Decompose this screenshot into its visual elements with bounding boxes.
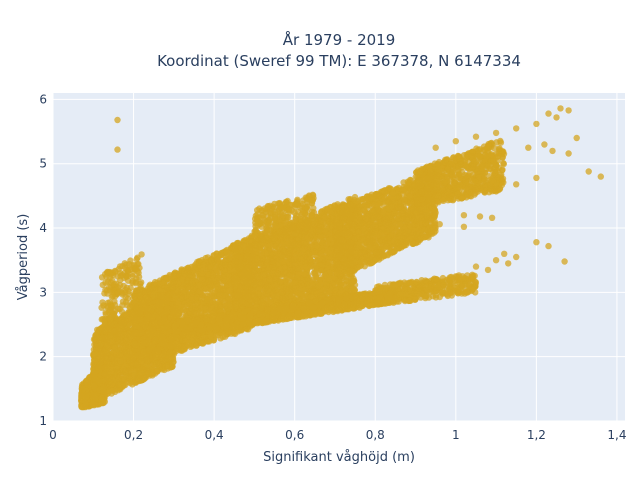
data-point <box>103 342 111 349</box>
data-point <box>202 305 210 312</box>
data-point <box>117 331 125 338</box>
data-point <box>184 341 192 349</box>
data-point <box>145 347 153 354</box>
data-point <box>122 353 130 360</box>
data-point <box>172 340 179 348</box>
data-point <box>200 261 207 268</box>
data-point <box>197 283 204 291</box>
data-point <box>90 351 98 358</box>
data-point <box>155 307 163 315</box>
data-point <box>220 274 227 281</box>
data-point <box>113 365 120 372</box>
data-point <box>162 341 169 348</box>
data-point <box>172 348 180 355</box>
data-point <box>197 337 205 344</box>
data-point <box>169 279 177 286</box>
data-point <box>144 296 152 304</box>
data-point <box>96 350 103 357</box>
data-point <box>96 342 104 349</box>
data-point <box>184 292 191 299</box>
data-point <box>92 394 99 402</box>
data-point <box>130 354 137 362</box>
data-point <box>154 348 162 355</box>
data-point <box>98 394 105 402</box>
data-point <box>144 305 152 312</box>
data-point <box>131 340 138 347</box>
data-point <box>177 306 184 314</box>
data-point <box>212 301 219 308</box>
data-point <box>108 381 115 388</box>
data-point <box>117 357 125 365</box>
data-point <box>151 320 158 327</box>
data-point <box>205 278 213 285</box>
data-point <box>160 275 168 282</box>
data-point <box>160 325 167 332</box>
data-point <box>169 290 176 298</box>
data-point <box>140 348 147 356</box>
data-point <box>148 332 155 339</box>
data-point <box>159 333 166 341</box>
data-point <box>111 343 118 351</box>
data-point <box>207 263 214 270</box>
data-point <box>95 364 102 371</box>
data-point <box>166 349 173 356</box>
data-point <box>171 305 178 312</box>
data-point <box>104 364 111 371</box>
data-point <box>149 326 157 333</box>
data-point <box>101 371 109 378</box>
data-point <box>123 374 130 381</box>
data-point <box>155 298 162 305</box>
data-point <box>214 256 221 263</box>
data-point <box>197 270 205 277</box>
data-point <box>99 385 107 392</box>
data-points <box>78 105 604 411</box>
data-point <box>152 353 159 361</box>
data-point <box>133 329 140 337</box>
data-point <box>202 254 209 262</box>
data-point <box>193 294 200 301</box>
data-point <box>189 286 197 293</box>
data-point <box>179 276 186 283</box>
data-point <box>127 367 134 374</box>
data-point <box>178 267 185 274</box>
data-point <box>212 283 219 290</box>
data-point <box>142 374 149 381</box>
data-point <box>154 368 161 375</box>
data-point <box>90 382 98 390</box>
data-point <box>138 358 145 365</box>
data-point <box>179 286 186 293</box>
data-point <box>147 288 154 296</box>
data-point <box>226 300 233 308</box>
data-point <box>90 336 98 343</box>
data-point <box>163 362 170 370</box>
data-point <box>213 267 221 274</box>
data-point <box>160 350 167 358</box>
data-point <box>161 315 168 322</box>
data-point <box>110 387 117 394</box>
data-point <box>78 392 85 399</box>
data-point <box>171 273 178 280</box>
data-point <box>228 330 235 337</box>
data-point <box>80 403 88 410</box>
data-point <box>204 296 211 304</box>
data-point <box>192 303 200 311</box>
data-point <box>108 354 115 362</box>
data-point <box>178 294 185 302</box>
data-point <box>163 308 170 315</box>
data-point <box>145 312 152 319</box>
data-point <box>208 291 215 299</box>
data-point <box>164 284 171 292</box>
data-point <box>83 378 90 385</box>
